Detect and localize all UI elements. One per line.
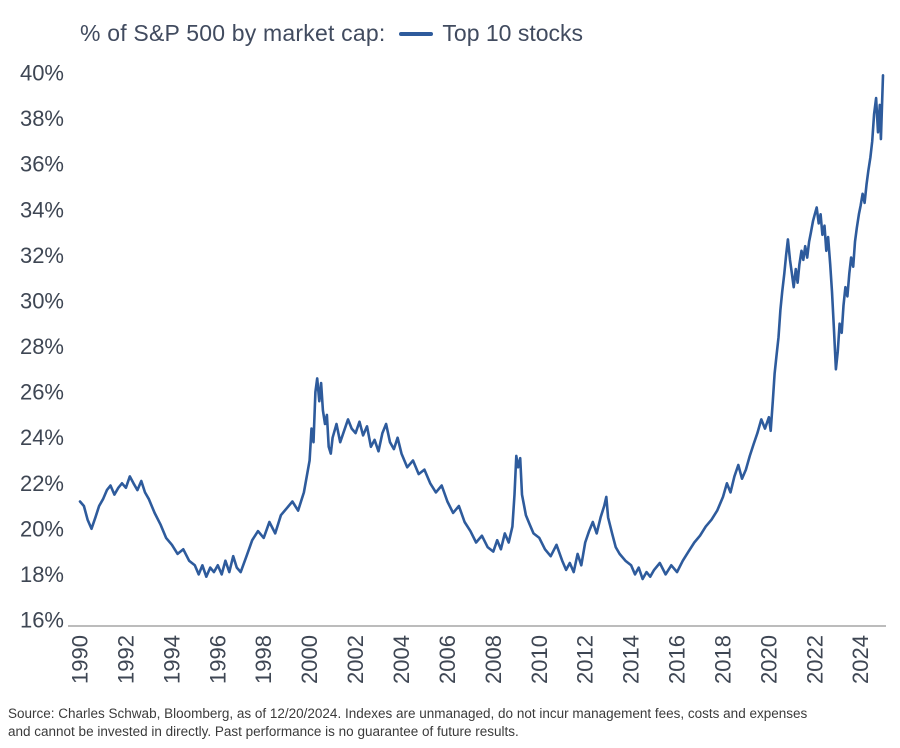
y-tick-label-32: 32% [20,243,64,268]
x-tick-label-2012: 2012 [573,635,598,684]
x-tick-label-2004: 2004 [389,635,414,684]
x-tick-label-2016: 2016 [665,635,690,684]
x-tick-label-2020: 2020 [756,635,781,684]
x-tick-label-1996: 1996 [205,635,230,684]
x-tick-label-2014: 2014 [619,635,644,684]
x-tick-label-1992: 1992 [113,635,138,684]
legend-label: Top 10 stocks [442,20,584,46]
x-tick-label-1998: 1998 [251,635,276,684]
y-tick-label-24: 24% [20,425,64,450]
y-tick-label-30: 30% [20,288,64,313]
x-tick-label-2018: 2018 [711,635,736,684]
source-line-2: and cannot be invested in directly. Past… [8,724,519,740]
y-tick-label-26: 26% [20,380,64,405]
x-tick-label-2000: 2000 [297,635,322,684]
y-tick-label-34: 34% [20,197,64,222]
chart-title: % of S&P 500 by market cap: [80,20,386,46]
x-tick-label-2010: 2010 [527,635,552,684]
x-tick-label-1994: 1994 [159,635,184,684]
x-tick-label-2024: 2024 [848,635,873,684]
y-tick-label-40: 40% [20,61,64,86]
chart-header: % of S&P 500 by market cap: Top 10 stock… [80,20,583,47]
series-line-top-10-stocks [78,73,885,581]
y-tick-label-18: 18% [20,562,64,587]
y-tick-label-20: 20% [20,516,64,541]
legend-swatch-line [399,31,434,36]
plot-svg: 16% 18% 20% 22% 24% 26% 28% 30% 32% 34% 36% 38% 40% 1… [20,61,886,684]
legend: Top 10 stocks [399,20,583,47]
x-tick-label-2006: 2006 [435,635,460,684]
y-tick-label-36: 36% [20,152,64,177]
x-tick-label-1990: 1990 [68,635,93,684]
y-tick-label-16: 16% [20,608,64,633]
source-line-1: Source: Charles Schwab, Bloomberg, as of… [8,705,808,721]
x-tick-label-2008: 2008 [481,635,506,684]
y-tick-label-38: 38% [20,106,64,131]
y-tick-label-28: 28% [20,334,64,359]
x-tick-label-2002: 2002 [343,635,368,684]
x-tick-label-2022: 2022 [802,635,827,684]
source-text: Source: Charles Schwab, Bloomberg, as of… [8,705,896,742]
y-tick-label-22: 22% [20,471,64,496]
